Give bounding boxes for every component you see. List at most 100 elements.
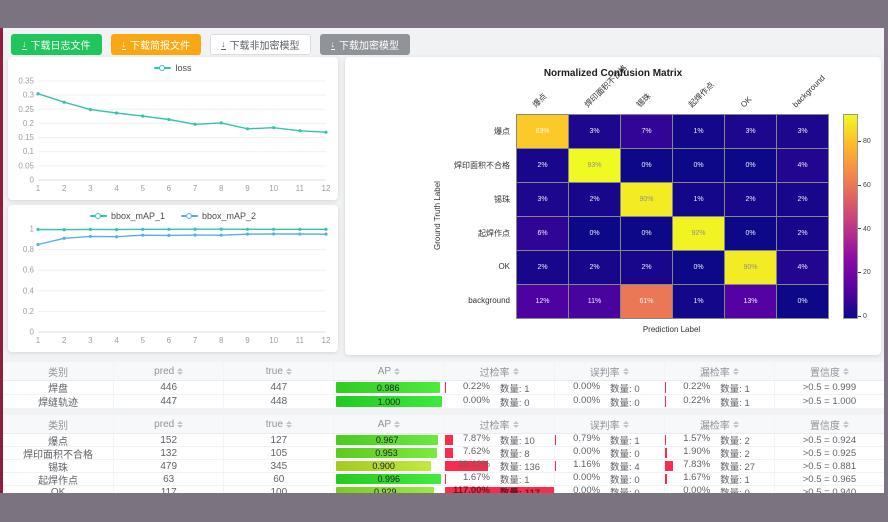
sort-asc-icon[interactable] — [732, 367, 739, 371]
table-header-过检率[interactable]: 过检率 — [443, 362, 554, 380]
ap-cell: 0.929 — [333, 486, 443, 493]
colorbar-tick: 40 — [858, 226, 871, 233]
sort-asc-icon[interactable] — [177, 420, 184, 424]
sort-asc-icon[interactable] — [842, 420, 849, 424]
svg-text:7: 7 — [193, 336, 198, 345]
sort-desc-icon[interactable] — [622, 371, 629, 375]
sort-caret-icon[interactable] — [177, 420, 184, 428]
sort-asc-icon[interactable] — [394, 367, 401, 371]
table-header-误判率[interactable]: 误判率 — [553, 415, 664, 433]
column-header-label: true — [265, 365, 283, 377]
sort-caret-icon[interactable] — [177, 367, 184, 375]
missed-rate-cell: 0.22% 数量: 1 — [663, 381, 774, 394]
table-header-AP[interactable]: AP — [333, 362, 443, 380]
sort-caret-icon[interactable] — [732, 367, 739, 375]
loss-chart-legend[interactable]: loss — [8, 63, 338, 73]
table-header-pred[interactable]: pred — [113, 415, 223, 433]
sort-caret-icon[interactable] — [732, 420, 739, 428]
column-header-label: 误判率 — [589, 420, 620, 432]
download-unencrypted-model-button[interactable]: ↓ 下载非加密模型 — [210, 34, 311, 55]
rate-text: 0.22% 数量: 1 — [665, 395, 774, 408]
sort-caret-icon[interactable] — [512, 420, 519, 428]
sort-desc-icon[interactable] — [394, 371, 401, 375]
sort-caret-icon[interactable] — [285, 420, 292, 428]
sort-asc-icon[interactable] — [177, 367, 184, 371]
legend-marker-ring — [94, 212, 101, 219]
legend-item-bbox_mAP_1[interactable]: bbox_mAP_1 — [89, 211, 165, 221]
sort-caret-icon[interactable] — [512, 367, 519, 375]
confidence-cell: >0.5 = 0.999 — [773, 381, 884, 394]
sort-desc-icon[interactable] — [512, 371, 519, 375]
sort-caret-icon[interactable] — [394, 367, 401, 375]
rate-count: 数量: 1 — [720, 397, 750, 409]
sort-desc-icon[interactable] — [732, 371, 739, 375]
sort-asc-icon[interactable] — [842, 367, 849, 371]
table-header-pred[interactable]: pred — [113, 362, 223, 380]
ap-cell: 0.953 — [333, 447, 443, 459]
legend-item-loss[interactable]: loss — [154, 63, 192, 73]
rate-text: 7.62% 数量: 8 — [445, 447, 554, 459]
category-cell: 焊印面积不合格 — [23, 449, 94, 460]
sort-desc-icon[interactable] — [285, 424, 292, 428]
table-header-置信度[interactable]: 置信度 — [773, 362, 884, 380]
matrix-row-label: 锡珠 — [494, 194, 510, 204]
table-header-true[interactable]: true — [223, 415, 333, 433]
matrix-cell: 3% — [725, 115, 776, 148]
ap-bar-track: 0.900 — [336, 461, 441, 471]
download-icon: ↓ — [121, 38, 126, 50]
sort-desc-icon[interactable] — [622, 424, 629, 428]
sort-caret-icon[interactable] — [622, 420, 629, 428]
table-header-误判率[interactable]: 误判率 — [553, 362, 664, 380]
table-header-置信度[interactable]: 置信度 — [773, 415, 884, 433]
overdetect-rate-cell: 117.00%数量: 117 — [443, 486, 554, 493]
sort-caret-icon[interactable] — [285, 367, 292, 375]
matrix-cell: 2% — [569, 251, 620, 284]
category-cell: OK — [50, 486, 66, 494]
sort-desc-icon[interactable] — [842, 371, 849, 375]
sort-caret-icon[interactable] — [622, 367, 629, 375]
confidence-cell: >0.5 = 0.940 — [773, 486, 884, 493]
line-series-icon — [181, 212, 198, 219]
loss-chart-card: loss 0 0.05 0.1 0.15 0.2 0.25 0.3 0.35 1 2 3 4 5 6 7 8 9… — [8, 57, 338, 200]
missed-rate-cell: 1.57% 数量: 2 — [663, 434, 774, 446]
sort-caret-icon[interactable] — [394, 420, 401, 428]
sort-desc-icon[interactable] — [842, 424, 849, 428]
sort-desc-icon[interactable] — [512, 424, 519, 428]
legend-item-bbox_mAP_2[interactable]: bbox_mAP_2 — [181, 211, 256, 221]
sort-asc-icon[interactable] — [512, 367, 519, 371]
sort-desc-icon[interactable] — [394, 424, 401, 428]
true-cell: 60 — [223, 473, 333, 485]
table-header-漏检率[interactable]: 漏检率 — [663, 415, 774, 433]
rate-text: 0.79% 数量: 1 — [555, 434, 664, 446]
table-header-过检率[interactable]: 过检率 — [443, 415, 554, 433]
sort-desc-icon[interactable] — [732, 424, 739, 428]
matrix-cell: 61% — [621, 285, 672, 318]
sort-caret-icon[interactable] — [842, 367, 849, 375]
matrix-colorbar — [843, 114, 858, 319]
matrix-cell: 12% — [517, 285, 568, 318]
map-chart-legend[interactable]: bbox_mAP_1 bbox_mAP_2 — [8, 211, 338, 221]
sort-asc-icon[interactable] — [512, 420, 519, 424]
sort-desc-icon[interactable] — [285, 371, 292, 375]
svg-text:6: 6 — [167, 336, 172, 345]
svg-text:0.2: 0.2 — [23, 307, 35, 316]
sort-asc-icon[interactable] — [394, 420, 401, 424]
sort-desc-icon[interactable] — [177, 371, 184, 375]
sort-asc-icon[interactable] — [285, 367, 292, 371]
download-log-button[interactable]: ↓ 下载日志文件 — [11, 34, 102, 55]
sort-asc-icon[interactable] — [732, 420, 739, 424]
sort-asc-icon[interactable] — [622, 420, 629, 424]
table-header-AP[interactable]: AP — [333, 415, 443, 433]
sort-asc-icon[interactable] — [622, 367, 629, 371]
table-row: 锡珠 479 345 0.900 39.42% 数量: 136 1.16% 数量: 4 7.83… — [3, 460, 884, 473]
rate-bar — [554, 461, 556, 471]
misjudge-rate-cell: 1.16% 数量: 4 — [553, 460, 664, 472]
sort-caret-icon[interactable] — [842, 420, 849, 428]
download-encrypted-model-button[interactable]: ↓ 下载加密模型 — [319, 34, 410, 55]
sort-desc-icon[interactable] — [177, 424, 184, 428]
sort-asc-icon[interactable] — [285, 420, 292, 424]
download-report-button[interactable]: ↓ 下载简报文件 — [110, 34, 201, 55]
table-header-漏检率[interactable]: 漏检率 — [663, 362, 774, 380]
colorbar-tick: 60 — [858, 182, 871, 189]
table-header-true[interactable]: true — [223, 362, 333, 380]
